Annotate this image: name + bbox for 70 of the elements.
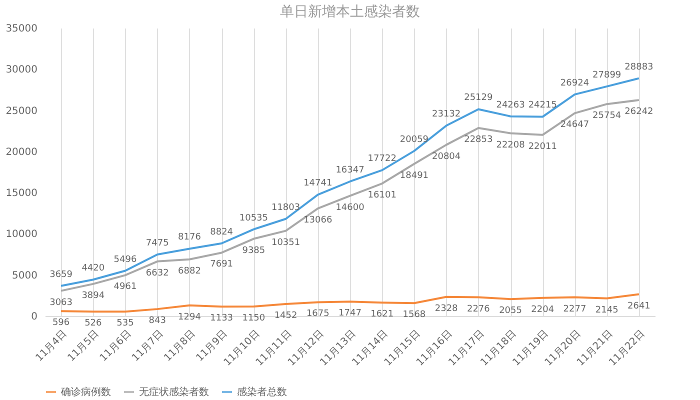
data-label: 26924 — [560, 78, 590, 88]
data-label: 1675 — [306, 309, 330, 320]
y-tick-label: 5000 — [12, 270, 38, 282]
data-label: 17722 — [368, 154, 396, 164]
data-label: 1621 — [370, 310, 394, 320]
chart-title: 单日新增本土感染者数 — [280, 4, 420, 20]
data-label: 2145 — [595, 305, 618, 316]
data-label: 22011 — [528, 142, 557, 152]
y-tick-label: 15000 — [6, 188, 38, 200]
data-label: 25129 — [464, 93, 494, 104]
data-label: 11803 — [271, 202, 300, 213]
data-label: 22853 — [464, 134, 493, 145]
data-label: 7691 — [210, 260, 234, 270]
data-label: 25754 — [592, 111, 622, 122]
legend-label: 无症状感染者数 — [139, 386, 209, 398]
data-label: 1568 — [402, 310, 426, 320]
legend-label: 感染者总数 — [237, 386, 287, 398]
data-label: 2641 — [627, 301, 650, 312]
data-label: 2277 — [563, 304, 586, 314]
y-tick-label: 20000 — [6, 146, 38, 158]
data-label: 13066 — [304, 215, 332, 226]
data-label: 6882 — [178, 266, 201, 276]
y-tick-label: 30000 — [6, 64, 38, 76]
data-label: 1294 — [178, 312, 202, 322]
data-label: 23132 — [432, 110, 461, 120]
data-label: 5496 — [114, 254, 137, 265]
data-label: 16347 — [336, 165, 364, 176]
y-tick-label: 10000 — [6, 229, 38, 240]
legend-label: 确诊病例数 — [60, 386, 111, 398]
data-label: 28883 — [624, 62, 654, 72]
data-label: 1452 — [274, 311, 298, 322]
data-label: 8824 — [210, 227, 234, 238]
data-label: 1150 — [242, 314, 266, 324]
data-label: 3659 — [50, 270, 73, 280]
data-label: 24215 — [528, 100, 557, 111]
data-label: 9385 — [242, 246, 266, 256]
data-label: 1747 — [338, 308, 362, 319]
data-label: 6632 — [146, 268, 169, 278]
data-label: 1133 — [210, 314, 234, 324]
data-label: 7475 — [146, 238, 169, 248]
data-label: 14600 — [336, 202, 365, 213]
y-tick-label: 35000 — [6, 24, 38, 34]
data-label: 2204 — [531, 304, 554, 315]
y-tick-label: 25000 — [6, 106, 38, 117]
data-label: 843 — [148, 316, 166, 326]
data-label: 14741 — [304, 178, 332, 189]
data-label: 22208 — [496, 140, 526, 150]
data-label: 24263 — [496, 100, 525, 110]
data-label: 2328 — [434, 304, 458, 314]
x-tick-label: 11月5日 — [66, 328, 102, 364]
data-label: 16101 — [368, 190, 396, 201]
data-label: 10535 — [239, 213, 268, 224]
data-label: 4420 — [82, 264, 105, 274]
y-tick-label: 0 — [31, 312, 38, 322]
data-label: 535 — [116, 318, 134, 329]
data-label: 20059 — [400, 134, 429, 145]
data-label: 3063 — [50, 298, 73, 308]
data-label: 26242 — [624, 107, 654, 118]
data-label: 10351 — [271, 238, 300, 248]
data-label: 3894 — [82, 290, 105, 301]
data-label: 2055 — [499, 306, 522, 316]
data-label: 526 — [84, 318, 102, 329]
data-label: 27899 — [592, 70, 622, 80]
data-label: 2276 — [466, 304, 490, 314]
data-label: 24647 — [560, 120, 590, 130]
data-label: 18491 — [400, 170, 429, 181]
data-label: 4961 — [114, 282, 137, 292]
data-label: 8176 — [178, 232, 202, 243]
data-label: 596 — [52, 318, 70, 328]
data-label: 20804 — [432, 152, 461, 162]
